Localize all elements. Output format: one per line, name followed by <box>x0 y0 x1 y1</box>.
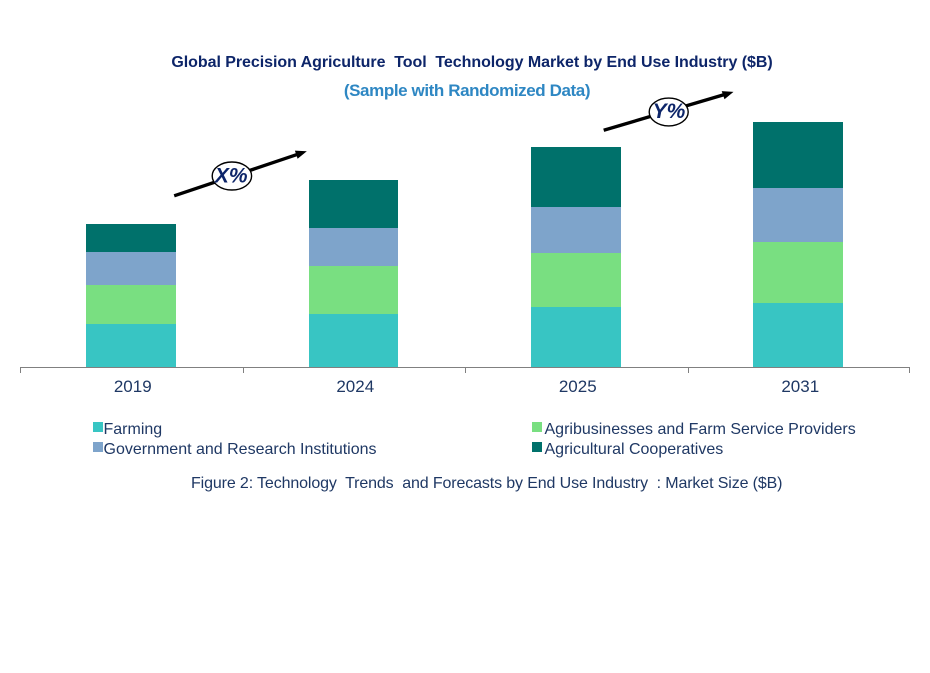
svg-text:X%: X% <box>214 165 248 188</box>
svg-text:Y%: Y% <box>653 100 686 123</box>
